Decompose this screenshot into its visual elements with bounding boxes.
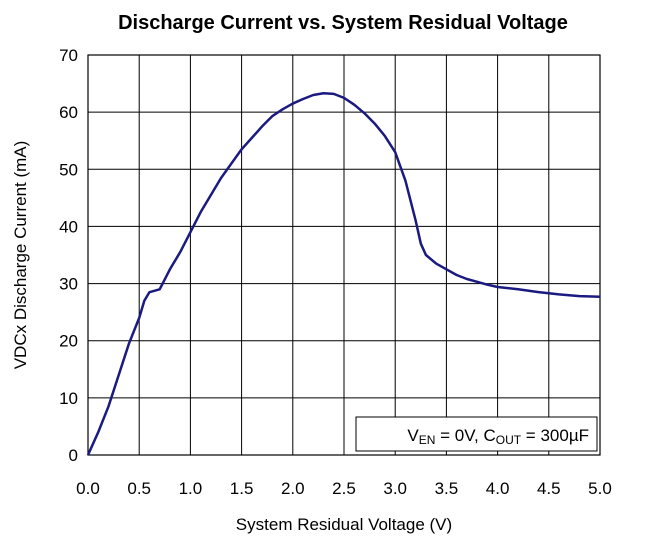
annotation-subscript: EN xyxy=(419,433,436,447)
y-tick-label: 0 xyxy=(69,446,78,465)
y-tick-label: 10 xyxy=(59,389,78,408)
plot-frame xyxy=(87,54,601,456)
annotation-subscript: OUT xyxy=(496,433,522,447)
x-tick-label: 1.5 xyxy=(230,479,254,498)
chart-title: Discharge Current vs. System Residual Vo… xyxy=(118,12,568,34)
x-tick-label: 2.5 xyxy=(332,479,356,498)
x-tick-label: 1.0 xyxy=(179,479,203,498)
y-tick-label: 50 xyxy=(59,160,78,179)
x-tick-label: 3.0 xyxy=(383,479,407,498)
annotation-text: = 0V, C xyxy=(435,426,495,445)
annotation: VEN = 0V, COUT = 300µF xyxy=(407,426,589,447)
data-line xyxy=(86,92,601,456)
x-tick-label: 4.0 xyxy=(486,479,510,498)
y-tick-label: 60 xyxy=(59,103,78,122)
y-tick-label: 20 xyxy=(59,332,78,351)
x-tick-label: 0.5 xyxy=(127,479,151,498)
y-tick-label: 70 xyxy=(59,46,78,65)
annotation-text: V xyxy=(407,426,419,445)
annotation-text: = 300µF xyxy=(521,426,589,445)
x-tick-label: 3.5 xyxy=(435,479,459,498)
x-tick-label: 4.5 xyxy=(537,479,561,498)
x-tick-label: 5.0 xyxy=(588,479,612,498)
annotation-box xyxy=(355,416,598,452)
y-axis-label: VDCx Discharge Current (mA) xyxy=(11,141,30,370)
y-tick-label: 30 xyxy=(59,275,78,294)
x-tick-label: 0.0 xyxy=(76,479,100,498)
y-tick-label: 40 xyxy=(59,217,78,236)
x-axis-label: System Residual Voltage (V) xyxy=(236,515,452,534)
x-tick-label: 2.0 xyxy=(281,479,305,498)
